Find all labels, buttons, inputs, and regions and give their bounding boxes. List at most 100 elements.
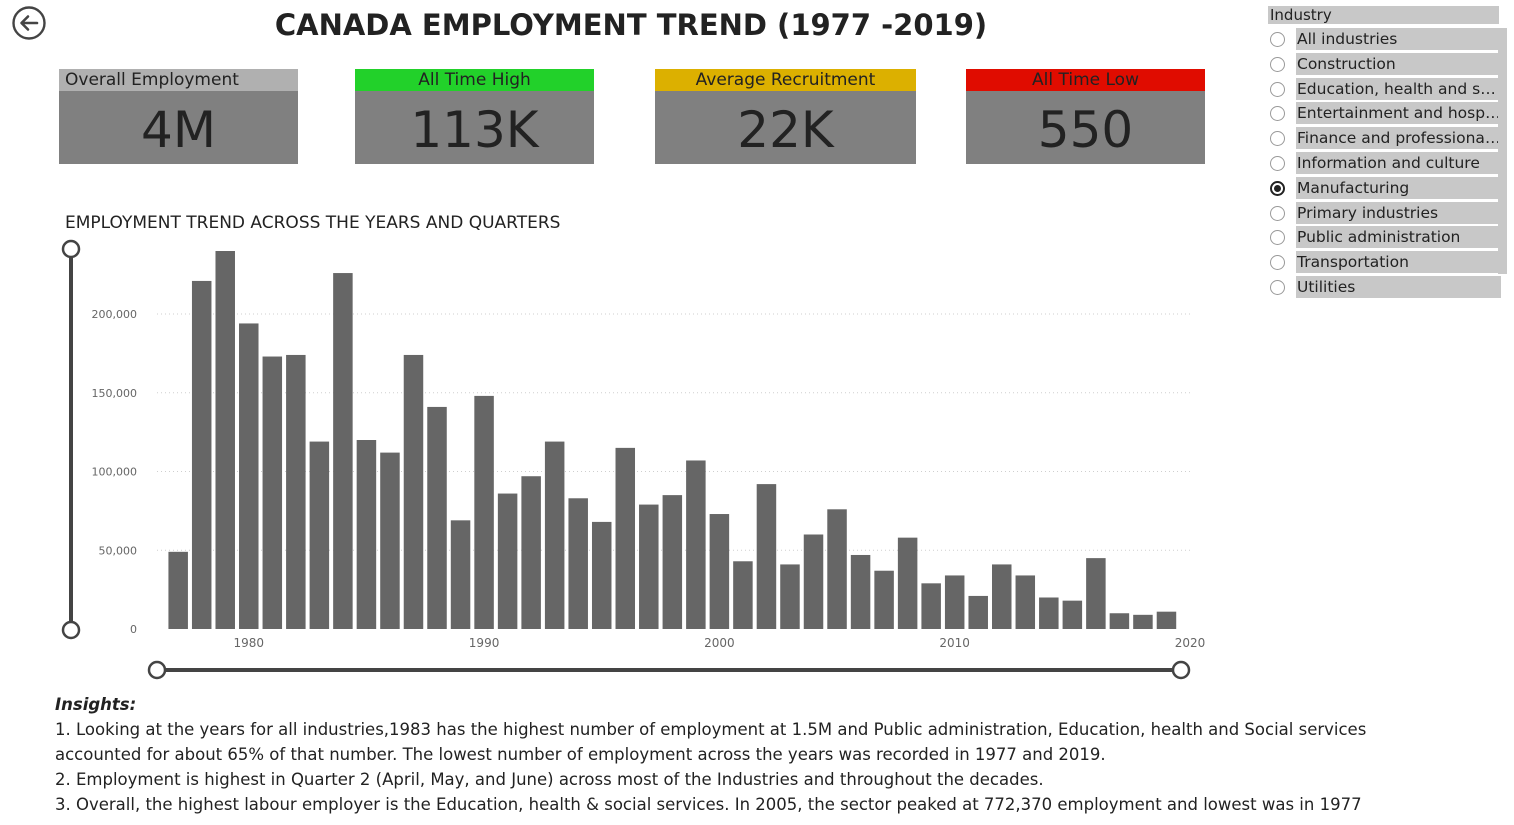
bar[interactable]	[450, 520, 471, 629]
bar[interactable]	[1039, 597, 1059, 630]
bar[interactable]	[239, 323, 259, 629]
bar[interactable]	[286, 354, 306, 629]
bar[interactable]	[686, 460, 706, 629]
bar[interactable]	[803, 534, 824, 630]
slicer-item[interactable]: Information and culture	[1268, 151, 1508, 177]
radio-button[interactable]	[1270, 230, 1285, 246]
bar[interactable]	[1133, 614, 1153, 629]
bar[interactable]	[474, 395, 494, 629]
y-tick-label: 50,000	[99, 544, 138, 557]
bar[interactable]	[827, 509, 847, 629]
bar[interactable]	[874, 570, 894, 629]
radio-button[interactable]	[1270, 205, 1285, 221]
kpi-value: 4M	[141, 101, 216, 159]
bar[interactable]	[780, 564, 800, 629]
slicer-item[interactable]: Utilities	[1268, 275, 1508, 301]
slicer-item[interactable]: Finance and professional ...	[1268, 127, 1508, 152]
y-slider-handle-top[interactable]	[61, 239, 81, 259]
bar[interactable]	[168, 551, 188, 629]
slicer-item[interactable]: Transportation	[1268, 251, 1508, 276]
bar[interactable]	[521, 476, 541, 629]
slicer-item[interactable]: Public administration	[1268, 226, 1508, 251]
employment-bar-chart: 0 50,000 100,000 150,000 200,000 1980 1990 200…	[61, 239, 1206, 680]
bar[interactable]	[850, 554, 871, 629]
kpi-card-all-time-low[interactable]: All Time Low 550	[966, 69, 1205, 164]
y-slider-handle-bottom[interactable]	[61, 620, 81, 640]
x-tick-label: 2020	[1175, 636, 1206, 650]
bar[interactable]	[709, 514, 730, 629]
y-tick-label: 0	[130, 623, 137, 636]
slicer-scrollbar[interactable]	[1498, 28, 1507, 274]
bar[interactable]	[1086, 558, 1106, 629]
radio-button[interactable]	[1270, 255, 1285, 271]
back-arrow-icon	[12, 6, 46, 40]
radio-button[interactable]	[1270, 180, 1285, 196]
y-axis-ticks: 0 50,000 100,000 150,000 200,000	[92, 308, 138, 636]
slicer-item-label: Utilities	[1296, 275, 1501, 299]
bar[interactable]	[427, 406, 447, 629]
kpi-card-average-recruitment[interactable]: Average Recruitment 22K	[655, 69, 916, 164]
bar[interactable]	[591, 521, 612, 629]
radio-button[interactable]	[1270, 56, 1285, 72]
bar[interactable]	[309, 441, 330, 629]
radio-button[interactable]	[1270, 106, 1285, 122]
kpi-card-all-time-high[interactable]: All Time High 113K	[355, 69, 594, 164]
bar[interactable]	[615, 447, 636, 629]
bar[interactable]	[733, 561, 753, 629]
bar[interactable]	[215, 251, 235, 629]
y-tick-label: 100,000	[92, 466, 138, 479]
slicer-item[interactable]: All industries	[1268, 28, 1508, 53]
radio-button[interactable]	[1270, 32, 1285, 47]
slicer-item[interactable]: Manufacturing	[1268, 176, 1508, 202]
bar[interactable]	[191, 280, 212, 629]
bar[interactable]	[639, 504, 659, 629]
industry-slicer-header: Industry	[1268, 6, 1499, 24]
bar[interactable]	[968, 595, 988, 629]
slicer-item-label: Public administration	[1296, 226, 1501, 250]
x-slider-handle-left[interactable]	[147, 660, 167, 680]
insights-panel: Insights: 1. Looking at the years for al…	[55, 692, 1415, 817]
bar[interactable]	[992, 564, 1012, 629]
x-slider-handle-right[interactable]	[1171, 660, 1191, 680]
slicer-item[interactable]: Primary industries	[1268, 201, 1508, 227]
slicer-item[interactable]: Construction	[1268, 52, 1508, 78]
slicer-item-label: Construction	[1296, 52, 1501, 76]
kpi-value: 113K	[410, 101, 539, 159]
radio-button[interactable]	[1270, 131, 1285, 147]
insight-line: 1. Looking at the years for all industri…	[55, 720, 1367, 764]
slicer-item-label: Manufacturing	[1296, 176, 1501, 200]
x-tick-label: 2010	[939, 636, 970, 650]
page-title: CANADA EMPLOYMENT TREND (1977 -2019)	[274, 8, 988, 42]
insights-title: Insights:	[55, 695, 137, 714]
kpi-card-overall-employment[interactable]: Overall Employment 4M	[59, 69, 298, 164]
insight-line: 2. Employment is highest in Quarter 2 (A…	[55, 770, 1044, 789]
bar[interactable]	[403, 354, 424, 629]
bar[interactable]	[1109, 613, 1130, 629]
kpi-label: Overall Employment	[59, 69, 298, 91]
bar[interactable]	[333, 273, 353, 629]
kpi-label: All Time Low	[966, 69, 1205, 91]
radio-button[interactable]	[1270, 279, 1285, 295]
slicer-item[interactable]: Education, health and soc...	[1268, 77, 1508, 103]
bar[interactable]	[262, 356, 283, 629]
y-range-slider[interactable]	[61, 239, 81, 640]
bar[interactable]	[356, 440, 377, 629]
bar[interactable]	[756, 484, 777, 629]
x-range-slider[interactable]	[147, 660, 1191, 680]
bar[interactable]	[1156, 611, 1177, 629]
bar[interactable]	[897, 537, 918, 629]
radio-button[interactable]	[1270, 155, 1285, 171]
radio-button[interactable]	[1270, 81, 1285, 97]
slicer-item[interactable]: Entertainment and hospit...	[1268, 102, 1508, 127]
back-button[interactable]	[12, 6, 46, 40]
bar[interactable]	[1015, 575, 1036, 629]
slicer-item-label: All industries	[1296, 28, 1501, 51]
bar[interactable]	[662, 495, 683, 629]
bar[interactable]	[921, 583, 941, 629]
bar[interactable]	[944, 575, 965, 629]
bar[interactable]	[544, 441, 565, 629]
bar[interactable]	[568, 498, 588, 629]
bar[interactable]	[1062, 600, 1083, 629]
bar[interactable]	[380, 452, 400, 629]
bar[interactable]	[497, 493, 518, 629]
